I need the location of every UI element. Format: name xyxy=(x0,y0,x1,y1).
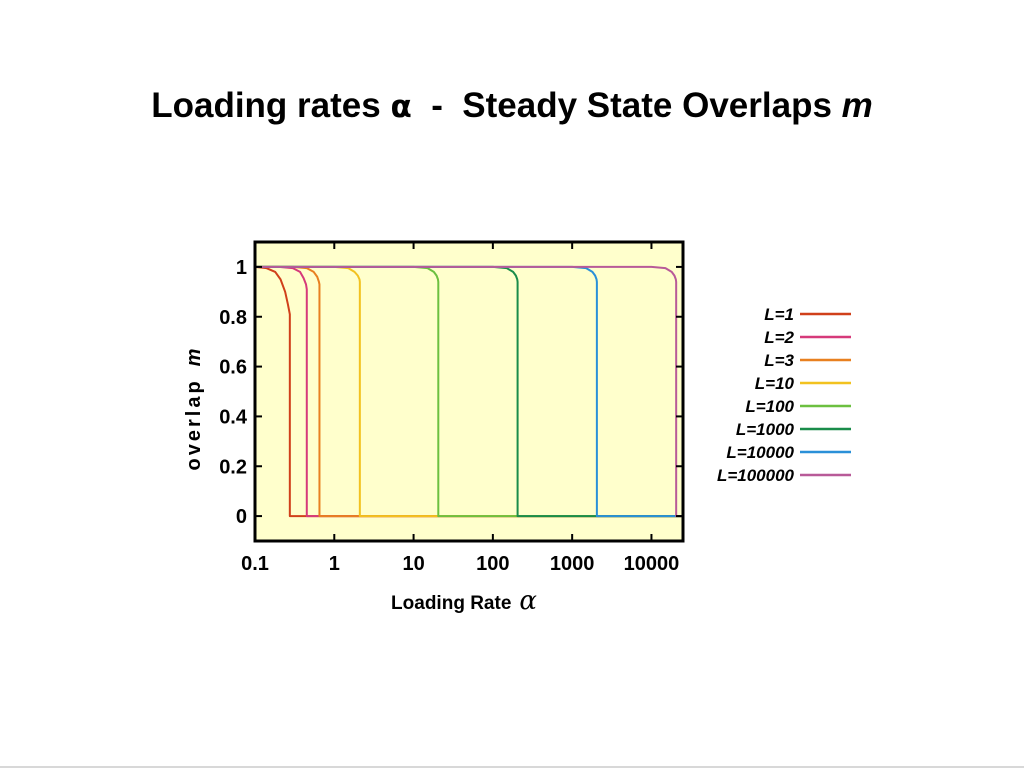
y-axis-label: overlap m xyxy=(183,346,205,471)
y-axis-label-text: overlap xyxy=(183,378,205,470)
legend-entry: L=1000 xyxy=(736,420,851,439)
legend-entry: L=100000 xyxy=(717,466,851,485)
legend-label: L=100000 xyxy=(717,466,795,485)
x-tick-label: 0.1 xyxy=(241,553,269,575)
x-tick-label: 1 xyxy=(329,553,340,575)
y-axis-label-variable: m xyxy=(183,346,205,367)
legend-entry: L=3 xyxy=(764,351,851,370)
legend-label: L=10 xyxy=(755,374,795,393)
legend-label: L=1 xyxy=(764,305,794,324)
x-axis-label-text: Loading Rate xyxy=(391,593,511,614)
series-line-1 xyxy=(254,265,683,518)
slide-title: Loading rates α - Steady State Overlaps … xyxy=(0,86,1024,126)
title-alpha-symbol: α xyxy=(390,89,412,125)
legend-label: L=100 xyxy=(745,397,794,416)
y-tick-label: 1 xyxy=(236,257,247,279)
x-tick-label: 10000 xyxy=(624,553,680,575)
legend: L=1 L=2 L=3 L=10 L=100 L=1000 L=10000 L=100000 xyxy=(717,305,851,485)
legend-label: L=1000 xyxy=(736,420,795,439)
plot-frame xyxy=(253,240,685,543)
ticks-layer: 0.1 1 10 100 1000 10000 0 0.2 0.4 0.6 0.8 1 xyxy=(219,242,683,575)
overlap-chart: 0.1 1 10 100 1000 10000 0 0.2 0.4 0.6 0.8 1 overlap… xyxy=(183,240,851,616)
y-tick-label: 0 xyxy=(236,506,247,528)
title-prefix: Loading rates xyxy=(151,86,391,125)
x-tick-label: 100 xyxy=(476,553,509,575)
legend-entry: L=1 xyxy=(764,305,851,324)
legend-label: L=10000 xyxy=(726,443,794,462)
series-layer xyxy=(254,265,683,518)
legend-label: L=3 xyxy=(764,351,794,370)
x-axis-label: Loading Rate α xyxy=(391,586,537,616)
y-tick-label: 0.6 xyxy=(219,357,247,379)
legend-entry: L=2 xyxy=(764,328,851,347)
plot-area xyxy=(255,242,683,541)
y-tick-label: 0.4 xyxy=(219,406,248,428)
title-variable: m xyxy=(841,86,873,125)
legend-entry: L=10000 xyxy=(726,443,851,462)
legend-label: L=2 xyxy=(764,328,794,347)
series-line-8 xyxy=(255,265,683,518)
footer-divider xyxy=(0,766,1024,768)
y-tick-label: 0.2 xyxy=(219,456,247,478)
title-mid: - Steady State Overlaps xyxy=(411,86,842,125)
legend-entry: L=10 xyxy=(755,374,851,393)
x-axis-label-variable: α xyxy=(519,586,537,616)
y-tick-label: 0.8 xyxy=(219,307,247,329)
x-tick-label: 1000 xyxy=(550,553,595,575)
legend-entry: L=100 xyxy=(745,397,851,416)
x-tick-label: 10 xyxy=(402,553,424,575)
